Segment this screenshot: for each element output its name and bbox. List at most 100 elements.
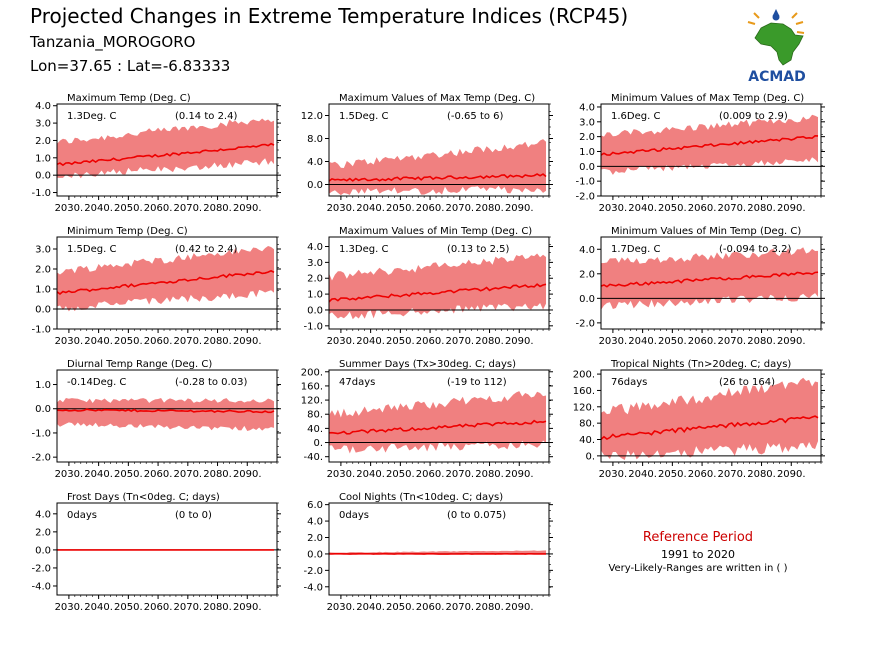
y-tick-label: -4.0 xyxy=(31,581,51,592)
y-tick-label: 0.0 xyxy=(35,305,51,316)
y-tick-label: 0.0 xyxy=(579,294,595,305)
x-tick-label: 2050. xyxy=(114,602,143,613)
y-tick-label: 3.0 xyxy=(35,119,51,130)
y-tick-label: 0.0 xyxy=(307,549,323,560)
y-tick-label: 0.0 xyxy=(35,171,51,182)
y-tick-label: 2.0 xyxy=(307,533,323,544)
x-tick-label: 2060. xyxy=(416,336,445,347)
y-tick-label: 2.0 xyxy=(307,274,323,285)
coordinates-label: Lon=37.65 : Lat=-6.83333 xyxy=(30,57,231,75)
y-tick-label: -1.0 xyxy=(303,321,323,332)
x-tick-label: 2090. xyxy=(777,203,806,214)
x-tick-label: 2060. xyxy=(416,602,445,613)
likely-range-label: (-0.094 to 3.2) xyxy=(719,244,791,255)
mean-line xyxy=(56,142,275,167)
x-tick-label: 2050. xyxy=(658,336,687,347)
y-tick-label: 200. xyxy=(573,370,595,381)
x-tick-label: 2090. xyxy=(505,602,534,613)
median-change-label: 1.5Deg. C xyxy=(339,111,388,122)
y-tick-label: -1.0 xyxy=(575,177,595,188)
x-tick-label: 2030. xyxy=(599,203,628,214)
x-tick-label: 2030. xyxy=(327,203,356,214)
x-tick-label: 2050. xyxy=(386,602,415,613)
y-tick-label: 2.0 xyxy=(35,136,51,147)
y-tick-label: 2.0 xyxy=(35,527,51,538)
y-tick-label: 0.0 xyxy=(307,180,323,191)
chart-title: Minimum Values of Max Temp (Deg. C) xyxy=(611,93,804,104)
range-band xyxy=(329,391,547,454)
x-tick-label: 2070. xyxy=(445,602,474,613)
y-tick-label: -2.0 xyxy=(575,318,595,329)
x-tick-label: 2050. xyxy=(658,203,687,214)
median-change-label: 1.3Deg. C xyxy=(67,111,116,122)
x-tick-label: 2030. xyxy=(327,602,356,613)
y-tick-label: 0.0 xyxy=(35,404,51,415)
median-change-label: 1.7Deg. C xyxy=(611,244,660,255)
x-tick-label: 2080. xyxy=(475,602,504,613)
median-change-label: 76days xyxy=(611,377,647,388)
likely-range-label: (0.13 to 2.5) xyxy=(447,244,509,255)
mean-line xyxy=(328,419,547,435)
acmad-logo: ACMAD xyxy=(747,9,806,84)
sun-rays-icon xyxy=(747,12,805,34)
chart-title: Minimum Values of Min Temp (Deg. C) xyxy=(611,226,801,237)
x-tick-label: 2040. xyxy=(84,336,113,347)
reference-period-years: 1991 to 2020 xyxy=(660,548,736,561)
x-tick-label: 2050. xyxy=(658,469,687,480)
y-tick-label: -2.0 xyxy=(303,566,323,577)
y-tick-label: 8.0 xyxy=(307,134,323,145)
x-tick-label: 2080. xyxy=(475,469,504,480)
x-tick-label: 2040. xyxy=(628,336,657,347)
likely-range-label: (0 to 0.075) xyxy=(447,510,506,521)
y-tick-label: 0. xyxy=(313,438,323,449)
y-tick-label: 3.0 xyxy=(35,245,51,256)
likely-range-label: (0.42 to 2.4) xyxy=(175,244,237,255)
x-tick-label: 2090. xyxy=(505,469,534,480)
x-tick-label: 2090. xyxy=(777,336,806,347)
y-tick-label: -2.0 xyxy=(575,192,595,203)
x-tick-label: 2050. xyxy=(386,469,415,480)
x-tick-label: 2080. xyxy=(475,203,504,214)
y-tick-label: 4.0 xyxy=(307,517,323,528)
x-tick-label: 2090. xyxy=(777,469,806,480)
x-tick-label: 2050. xyxy=(114,203,143,214)
y-tick-label: 1.0 xyxy=(579,147,595,158)
x-tick-label: 2040. xyxy=(628,469,657,480)
africa-map-icon xyxy=(754,22,804,66)
y-tick-label: 0. xyxy=(585,451,595,462)
range-band xyxy=(329,253,547,320)
y-tick-label: 3.0 xyxy=(307,258,323,269)
chart-panel-10: 4.0 2.0 0.0 -2.0 -4.0 2030. 2040. 2050. 2060. 207… xyxy=(31,492,281,613)
x-tick-label: 2070. xyxy=(173,602,202,613)
x-tick-label: 2090. xyxy=(505,203,534,214)
reference-period-title: Reference Period xyxy=(642,530,754,545)
range-band xyxy=(57,118,275,179)
mean-line xyxy=(328,173,547,182)
y-tick-label: 0.0 xyxy=(35,545,51,556)
x-tick-label: 2060. xyxy=(144,602,173,613)
y-tick-label: 0.0 xyxy=(307,305,323,316)
likely-range-label: (-0.28 to 0.03) xyxy=(175,377,247,388)
y-tick-label: -2.0 xyxy=(31,453,51,464)
x-tick-label: 2090. xyxy=(233,469,262,480)
y-tick-label: 4.0 xyxy=(307,242,323,253)
y-tick-label: 80. xyxy=(307,410,323,421)
y-tick-label: -2.0 xyxy=(31,563,51,574)
y-tick-label: 160. xyxy=(573,386,595,397)
chart-title: Summer Days (Tx>30deg. C; days) xyxy=(339,359,516,370)
y-tick-label: 4.0 xyxy=(579,102,595,113)
x-tick-label: 2050. xyxy=(114,469,143,480)
x-tick-label: 2040. xyxy=(84,469,113,480)
median-change-label: 1.3Deg. C xyxy=(339,244,388,255)
median-change-label: -0.14Deg. C xyxy=(67,377,126,388)
x-tick-label: 2070. xyxy=(445,469,474,480)
x-tick-label: 2030. xyxy=(55,469,84,480)
x-tick-label: 2080. xyxy=(203,336,232,347)
mean-line xyxy=(600,135,819,156)
median-change-label: 47days xyxy=(339,377,375,388)
chart-title: Frost Days (Tn<0deg. C; days) xyxy=(67,492,220,503)
x-tick-label: 2080. xyxy=(747,203,776,214)
y-tick-label: 40. xyxy=(307,424,323,435)
